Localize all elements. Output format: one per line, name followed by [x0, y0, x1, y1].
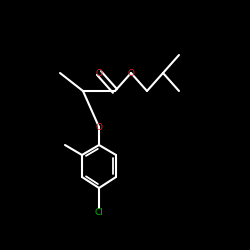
- Text: O: O: [96, 122, 102, 132]
- Text: O: O: [96, 68, 102, 78]
- Text: Cl: Cl: [94, 208, 104, 217]
- Text: O: O: [128, 68, 134, 78]
